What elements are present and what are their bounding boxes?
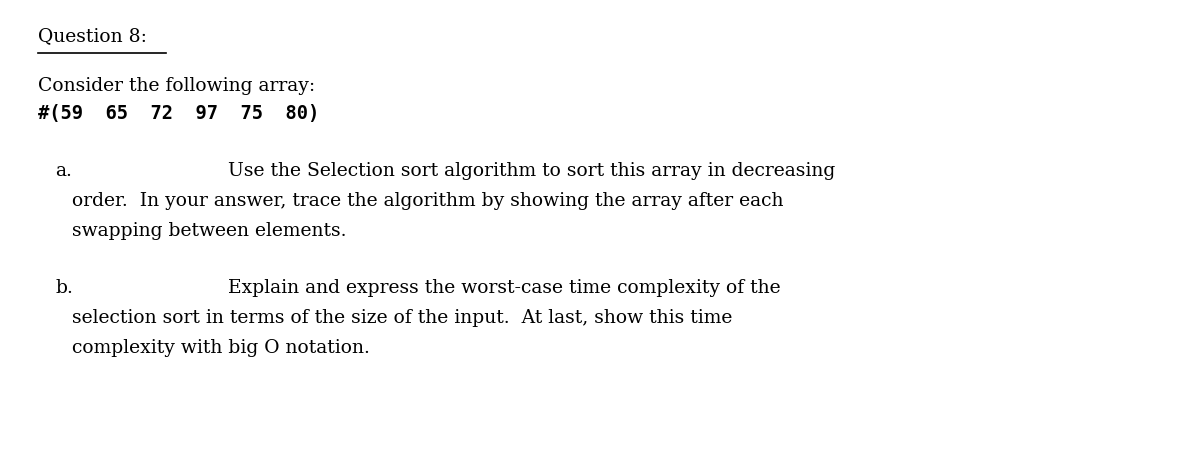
Text: swapping between elements.: swapping between elements. — [72, 222, 347, 240]
Text: Consider the following array:: Consider the following array: — [38, 77, 316, 95]
Text: complexity with big O notation.: complexity with big O notation. — [72, 339, 370, 357]
Text: #(59  65  72  97  75  80): #(59 65 72 97 75 80) — [38, 104, 319, 123]
Text: Question 8:: Question 8: — [38, 27, 148, 45]
Text: order.  In your answer, trace the algorithm by showing the array after each: order. In your answer, trace the algorit… — [72, 192, 784, 210]
Text: selection sort in terms of the size of the input.  At last, show this time: selection sort in terms of the size of t… — [72, 309, 732, 327]
Text: Explain and express the worst-case time complexity of the: Explain and express the worst-case time … — [228, 279, 781, 297]
Text: Use the Selection sort algorithm to sort this array in decreasing: Use the Selection sort algorithm to sort… — [228, 162, 835, 180]
Text: b.: b. — [55, 279, 73, 297]
Text: a.: a. — [55, 162, 72, 180]
